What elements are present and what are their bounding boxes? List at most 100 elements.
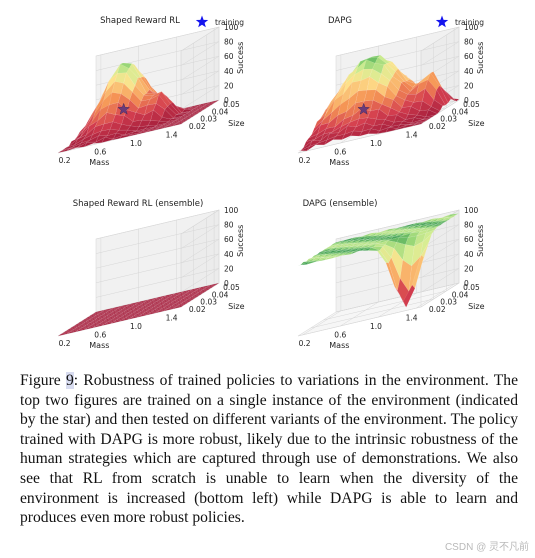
- surface-facet: [428, 225, 441, 230]
- size-tick-label: 0.03: [440, 115, 457, 124]
- panel-dapg-ensemble: DAPG (ensemble)0.20.61.01.4Mass0.020.030…: [297, 199, 485, 350]
- size-axis-label: Size: [228, 119, 245, 128]
- surface-facet: [412, 254, 424, 289]
- mass-tick-label: 0.2: [299, 339, 311, 348]
- surface-facet: [172, 305, 184, 310]
- grid: [297, 209, 460, 337]
- surface-facet: [202, 286, 214, 291]
- mass-tick-label: 0.2: [59, 156, 71, 165]
- success-tick-label: 100: [464, 23, 479, 32]
- size-tick-label: 0.05: [463, 100, 480, 109]
- mass-axis-label: Mass: [89, 158, 109, 167]
- success-tick-label: 0: [224, 279, 229, 288]
- figure-9: Shaped Reward RL training 0.2 0.6 1.0 1.4 Mass…: [57, 15, 485, 350]
- surface-facet: [412, 121, 424, 127]
- surface-facet: [422, 115, 435, 120]
- legend-label: training: [215, 18, 244, 27]
- size-tick-label: 0.02: [429, 122, 446, 131]
- mass-tick-label: 0.2: [59, 339, 71, 348]
- mass-tick-label: 1.4: [166, 131, 178, 140]
- panel-title: Shaped Reward RL (ensemble): [73, 199, 204, 209]
- surface-facet: [177, 301, 190, 306]
- size-tick-label: 0.04: [452, 290, 469, 299]
- success-tick-label: 20: [464, 81, 474, 90]
- size-tick-label: 0.05: [223, 100, 240, 109]
- success-axis-label: Success: [476, 225, 485, 257]
- surface-facet: [199, 287, 211, 293]
- surface-facet: [436, 220, 449, 225]
- surface-facet: [183, 298, 195, 303]
- success-surface: [57, 282, 220, 337]
- panel-title: DAPG (ensemble): [303, 199, 378, 209]
- size-tick-label: 0.04: [212, 290, 229, 299]
- success-tick-label: 0: [464, 279, 469, 288]
- surface-facet: [439, 218, 451, 222]
- surface-facet: [420, 233, 433, 257]
- size-axis-label: Size: [228, 302, 245, 311]
- success-surface: [57, 62, 220, 153]
- success-tick-label: 100: [224, 23, 239, 32]
- success-tick-label: 100: [464, 206, 479, 215]
- success-tick-label: 40: [464, 67, 474, 76]
- panel-title: DAPG: [328, 16, 352, 26]
- mass-tick-label: 0.6: [334, 331, 346, 340]
- legend-star-icon: [195, 15, 209, 28]
- success-tick-label: 80: [464, 221, 474, 230]
- mass-tick-label: 0.6: [94, 331, 106, 340]
- surface-facet: [172, 122, 184, 127]
- size-tick-label: 0.05: [223, 283, 240, 292]
- surface-facet: [204, 284, 217, 289]
- surface-facet: [444, 90, 457, 102]
- surface-facet: [193, 108, 206, 113]
- success-tick-label: 40: [464, 250, 474, 259]
- success-axis-label: Success: [236, 225, 245, 257]
- training-star-marker: [117, 102, 131, 115]
- mass-axis-label: Mass: [329, 158, 349, 167]
- training-star-marker: [357, 102, 371, 115]
- success-tick-label: 80: [224, 221, 234, 230]
- mass-tick-label: 1.0: [130, 139, 142, 148]
- mass-tick-label: 1.4: [166, 314, 178, 323]
- size-tick-label: 0.04: [452, 107, 469, 116]
- success-tick-label: 40: [224, 67, 234, 76]
- success-tick-label: 100: [224, 206, 239, 215]
- mass-tick-label: 1.0: [370, 139, 382, 148]
- surface-facet: [441, 216, 454, 221]
- mass-tick-label: 1.0: [370, 322, 382, 331]
- size-tick-label: 0.03: [200, 298, 217, 307]
- size-tick-label: 0.03: [440, 298, 457, 307]
- surface-facet: [174, 303, 187, 308]
- size-tick-label: 0.03: [200, 115, 217, 124]
- surface-facet: [202, 103, 214, 108]
- panel-dapg: DAPG training 0.2 0.6 1.0 1.4 Mass 0.020.030.04…: [297, 15, 485, 167]
- success-tick-label: 60: [224, 235, 234, 244]
- surface-facet: [417, 118, 430, 123]
- success-tick-label: 80: [464, 38, 474, 47]
- size-tick-label: 0.02: [189, 122, 206, 131]
- success-tick-label: 0: [224, 96, 229, 105]
- caption-text: : Robustness of trained policies to vari…: [20, 372, 518, 527]
- success-tick-label: 20: [464, 264, 474, 273]
- size-tick-label: 0.05: [463, 283, 480, 292]
- success-axis-label: Success: [236, 42, 245, 74]
- success-tick-label: 20: [224, 264, 234, 273]
- success-tick-label: 80: [224, 38, 234, 47]
- success-surface: [297, 55, 460, 152]
- surface-facet: [174, 120, 187, 125]
- mass-tick-label: 1.4: [406, 314, 418, 323]
- caption-label: Figure: [20, 372, 66, 389]
- surface-facet: [183, 115, 195, 120]
- mass-tick-label: 0.2: [299, 156, 311, 165]
- success-tick-label: 60: [224, 52, 234, 61]
- surface-facet: [422, 229, 436, 242]
- mass-tick-label: 0.6: [94, 148, 106, 157]
- mass-tick-label: 1.4: [406, 131, 418, 140]
- mass-axis-label: Mass: [89, 341, 109, 350]
- success-surface: [297, 213, 460, 308]
- watermark: CSDN @ 灵不凡前: [444, 542, 529, 553]
- panel-title: Shaped Reward RL: [100, 16, 180, 26]
- caption-figure-number[interactable]: 9: [65, 372, 74, 389]
- success-tick-label: 60: [464, 235, 474, 244]
- figure-caption: Figure 9: Robustness of trained policies…: [20, 371, 518, 528]
- size-tick-label: 0.04: [212, 107, 229, 116]
